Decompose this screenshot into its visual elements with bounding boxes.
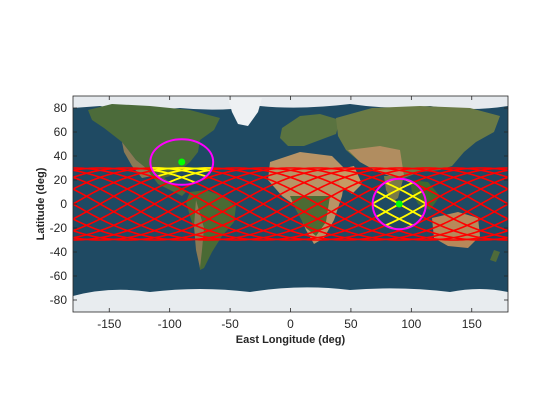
y-tick-label: 80 xyxy=(54,101,68,115)
ground-track-pass xyxy=(317,167,508,205)
x-tick-label: -150 xyxy=(97,317,121,331)
y-tick-label: -60 xyxy=(50,269,68,283)
ground-track-pass xyxy=(535,168,560,240)
y-tick-label: 20 xyxy=(54,173,68,187)
arctic-ice xyxy=(73,96,508,110)
ground-track-pass xyxy=(73,167,482,241)
in-view-track-0 xyxy=(150,167,560,240)
ground-track-pass xyxy=(398,167,508,205)
x-tick-label: 50 xyxy=(344,317,358,331)
antarctica xyxy=(73,287,508,312)
ground-track-pass xyxy=(344,167,508,205)
coverage-areas xyxy=(149,138,560,240)
y-axis-ticks: 80 60 40 20 0 -20 -40 -60 -80 xyxy=(50,101,508,307)
y-tick-label: 60 xyxy=(54,125,68,139)
x-axis-label: East Longitude (deg) xyxy=(236,334,346,346)
x-tick-label: -50 xyxy=(221,317,239,331)
ground-station-marker xyxy=(395,200,403,208)
y-tick-label: -20 xyxy=(50,221,68,235)
greenland xyxy=(228,98,262,126)
ground-track-pass xyxy=(426,169,508,205)
ground-track-pass xyxy=(73,167,427,241)
in-view-track-pass xyxy=(535,168,560,240)
new-zealand xyxy=(490,250,500,262)
ground-track-pass xyxy=(507,203,508,204)
in-view-track-pass xyxy=(508,168,560,240)
y-tick-label: -80 xyxy=(50,293,68,307)
x-tick-label: -100 xyxy=(158,317,182,331)
ground-track-pass xyxy=(290,167,508,205)
coverage-ring xyxy=(371,177,427,231)
north-america xyxy=(88,104,220,178)
ground-station-marker xyxy=(178,158,186,166)
ground-track-pass xyxy=(371,167,508,205)
x-axis-ticks: -150 -100 -50 0 50 100 150 xyxy=(97,96,482,331)
x-tick-label: 100 xyxy=(401,317,421,331)
coverage-ring xyxy=(149,138,215,186)
x-tick-label: 0 xyxy=(287,317,294,331)
y-tick-label: 0 xyxy=(60,197,67,211)
y-axis-label: Latitude (deg) xyxy=(35,167,47,240)
y-tick-label: -40 xyxy=(50,245,68,259)
ground-track-pass xyxy=(73,167,455,241)
india xyxy=(384,176,404,202)
in-view-track-pass xyxy=(508,168,560,240)
x-tick-label: 150 xyxy=(462,317,482,331)
ground-track xyxy=(73,167,560,241)
europe xyxy=(280,114,340,146)
in-view-track-pass xyxy=(535,168,560,240)
y-tick-label: 40 xyxy=(54,149,68,163)
